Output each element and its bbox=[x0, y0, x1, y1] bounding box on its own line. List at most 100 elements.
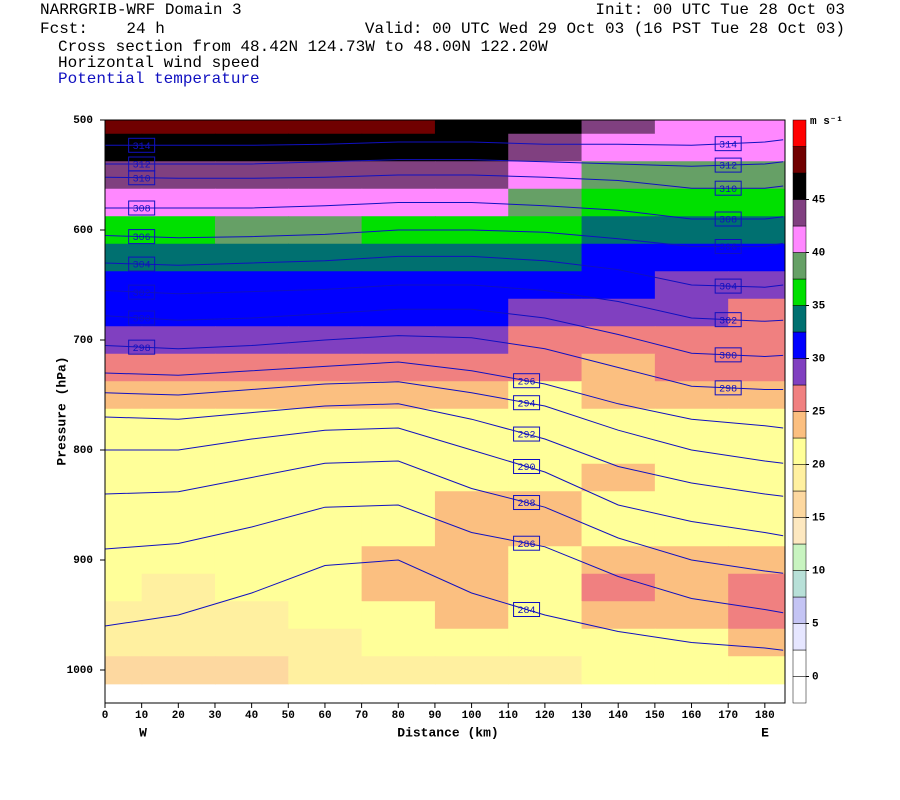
speed-cell bbox=[288, 133, 363, 162]
contour-label-box bbox=[714, 136, 742, 152]
forecast-hour: Fcst: 24 h bbox=[40, 20, 165, 38]
contour-label-box bbox=[513, 602, 541, 617]
speed-cell bbox=[728, 491, 785, 520]
x-tick-label: 110 bbox=[498, 710, 518, 722]
contour-label-box bbox=[714, 380, 742, 396]
contour-label: 306 bbox=[719, 243, 737, 254]
colorbar-box bbox=[792, 623, 807, 651]
isentrope bbox=[105, 202, 784, 220]
contour-label: 298 bbox=[133, 344, 151, 355]
speed-cell bbox=[105, 518, 143, 547]
speed-cell bbox=[581, 381, 656, 410]
colorbar-unit: m s⁻¹ bbox=[810, 116, 843, 128]
speed-cell bbox=[214, 120, 289, 135]
speed-cell bbox=[654, 491, 729, 520]
speed-cell bbox=[654, 518, 729, 547]
contour-label: 300 bbox=[719, 351, 737, 362]
speed-cell bbox=[508, 656, 583, 685]
colorbar-label: 5 bbox=[812, 618, 819, 630]
contour-label-box bbox=[714, 347, 742, 363]
speed-cell bbox=[508, 573, 583, 602]
speed-cell bbox=[214, 381, 289, 410]
speed-cell bbox=[288, 518, 363, 547]
speed-cell bbox=[214, 656, 289, 685]
speed-cell bbox=[105, 353, 143, 382]
speed-cell bbox=[105, 243, 143, 272]
speed-cell bbox=[581, 601, 656, 630]
speed-cell bbox=[361, 408, 436, 437]
speed-cell bbox=[434, 656, 509, 685]
colorbar-box bbox=[792, 358, 807, 386]
isentrope bbox=[105, 460, 784, 574]
speed-cell bbox=[361, 326, 436, 355]
speed-cell bbox=[288, 436, 363, 465]
speed-cell bbox=[654, 463, 729, 492]
speed-cell bbox=[508, 133, 583, 162]
contour-label: 312 bbox=[133, 161, 151, 172]
speed-cell bbox=[141, 408, 216, 437]
speed-cell bbox=[214, 243, 289, 272]
speed-cell bbox=[581, 271, 656, 300]
isentrope bbox=[105, 504, 784, 614]
contour-label: 288 bbox=[518, 499, 536, 510]
x-tick-label: 70 bbox=[355, 710, 368, 722]
speed-cell bbox=[728, 573, 785, 602]
speed-cell bbox=[581, 463, 656, 492]
x-tick-label: 0 bbox=[102, 710, 109, 722]
speed-cell bbox=[288, 601, 363, 630]
speed-cell bbox=[728, 271, 785, 300]
speed-cell bbox=[654, 573, 729, 602]
speed-cell bbox=[508, 628, 583, 657]
speed-cell bbox=[508, 216, 583, 245]
speed-cell bbox=[214, 133, 289, 162]
speed-cell bbox=[214, 408, 289, 437]
speed-cell bbox=[141, 656, 216, 685]
x-tick-label: 50 bbox=[282, 710, 295, 722]
speed-cell bbox=[434, 298, 509, 327]
speed-cell bbox=[581, 436, 656, 465]
isentrope bbox=[105, 559, 784, 651]
contour-label: 284 bbox=[518, 606, 536, 617]
speed-cell bbox=[581, 120, 656, 135]
east-end: E bbox=[761, 725, 769, 740]
speed-cell bbox=[581, 298, 656, 327]
speed-cell bbox=[434, 463, 509, 492]
isentrope bbox=[105, 403, 784, 497]
contours: 314 314 312 312 310 310 308 308 306 306 304 304 302 3… bbox=[105, 136, 784, 651]
colorbar-box bbox=[792, 331, 807, 359]
contour-label: 302 bbox=[133, 289, 151, 300]
x-tick-label: 170 bbox=[718, 710, 738, 722]
speed-cell bbox=[728, 353, 785, 382]
contour-label: 300 bbox=[133, 315, 151, 326]
speed-cell bbox=[105, 381, 143, 410]
speed-cell bbox=[728, 656, 785, 685]
isentrope bbox=[105, 174, 784, 189]
contour-label-box bbox=[128, 137, 156, 153]
speed-cell bbox=[728, 408, 785, 437]
colorbar-box bbox=[792, 225, 807, 253]
speed-cell bbox=[361, 573, 436, 602]
speed-cell bbox=[728, 133, 785, 162]
colorbar-box bbox=[792, 278, 807, 306]
colorbar-box bbox=[792, 384, 807, 412]
speed-cell bbox=[105, 216, 143, 245]
contour-label-box bbox=[128, 284, 156, 300]
y-tick-label: 1000 bbox=[67, 665, 93, 677]
speed-cell bbox=[654, 120, 729, 135]
colorbar-label: 10 bbox=[812, 565, 825, 577]
speed-cell bbox=[434, 491, 509, 520]
speed-cell bbox=[361, 120, 436, 135]
speed-cell bbox=[581, 573, 656, 602]
colorbar-box bbox=[792, 464, 807, 492]
colorbar-box bbox=[792, 411, 807, 439]
contour-label: 308 bbox=[719, 216, 737, 227]
title: NARRGRIB-WRF Domain 3 bbox=[40, 1, 242, 19]
y-tick-label: 500 bbox=[73, 115, 93, 127]
speed-cell bbox=[654, 601, 729, 630]
speed-cell bbox=[214, 601, 289, 630]
speed-cell bbox=[508, 271, 583, 300]
x-tick-label: 180 bbox=[755, 710, 775, 722]
contour-label-box bbox=[513, 459, 541, 474]
speed-cell bbox=[654, 326, 729, 355]
